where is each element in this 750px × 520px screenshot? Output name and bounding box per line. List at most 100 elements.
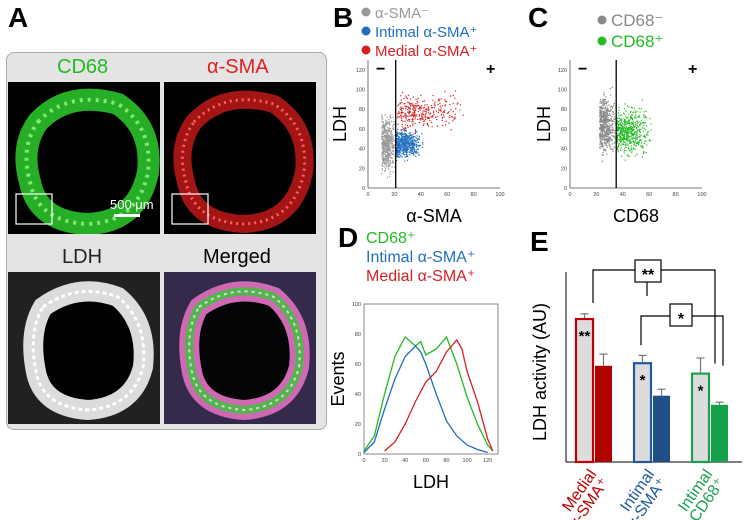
scatter-point [398, 139, 400, 141]
scatter-point [606, 110, 608, 112]
scatter-point [605, 135, 607, 137]
scatter-point [646, 134, 648, 136]
scatter-point [388, 163, 390, 165]
scatter-point [629, 125, 631, 127]
scatter-point [406, 116, 408, 118]
scatter-point [401, 134, 403, 136]
scatter-point [408, 107, 410, 110]
scatter-point [433, 106, 436, 109]
scatter-point [607, 107, 609, 109]
scatter-point [456, 103, 458, 105]
scatter-point [390, 140, 392, 142]
scatter-point [606, 115, 608, 117]
scatter-point [632, 132, 634, 135]
scatter-point [627, 132, 630, 135]
scatter-point [441, 116, 444, 118]
scatter-point [387, 156, 389, 158]
scatter-point [436, 118, 438, 121]
scatter-point [617, 125, 619, 128]
scatter-point [388, 160, 390, 162]
scatter-point [612, 131, 614, 133]
scatter-point [387, 142, 389, 144]
cd68-image-label: CD68 [57, 56, 109, 78]
scatter-point [389, 149, 391, 151]
bar-filled [595, 365, 612, 462]
scatter-point [414, 108, 416, 110]
scatter-point [404, 135, 406, 137]
scatter-point [635, 127, 638, 129]
scatter-point [634, 112, 636, 114]
scatter-point [425, 110, 427, 113]
scatter-point [626, 129, 629, 131]
scatter-point [422, 107, 424, 109]
scatter-point [409, 139, 411, 141]
bracket-label-box [669, 303, 693, 327]
scatter-point [643, 115, 645, 117]
scatter-point [640, 119, 642, 121]
scatter-point [395, 139, 398, 142]
scatter-point [618, 135, 620, 137]
scatter-point [382, 124, 384, 126]
scatter-point [444, 99, 446, 101]
scatter-point [643, 111, 645, 113]
scatter-point [402, 142, 405, 144]
scatter-point [392, 116, 394, 119]
scatter-point [384, 134, 386, 136]
scatter-point [386, 134, 388, 136]
scatter-point [411, 104, 413, 106]
scatter-point [613, 102, 615, 105]
scatter-point [433, 114, 435, 116]
scatter-point [610, 109, 612, 111]
scatter-point [404, 114, 406, 117]
scatter-point [405, 114, 407, 116]
scatter-point [635, 133, 637, 135]
scatter-point [383, 151, 385, 153]
scatter-point [398, 144, 401, 146]
scatter-point [638, 107, 640, 109]
scatter-point [612, 122, 614, 125]
scatter-point [637, 122, 639, 124]
scatter-point [639, 124, 641, 126]
scatter-point [609, 110, 611, 113]
scatter-point [625, 124, 627, 126]
scatter-point [600, 124, 603, 126]
scatter-point [619, 122, 621, 124]
panel-letter-d: D [338, 222, 359, 253]
scatter-point [637, 120, 639, 123]
scatter-point [618, 143, 620, 145]
scatter-point [391, 140, 393, 143]
scatter-point [599, 106, 601, 108]
scatter-point [402, 115, 404, 118]
scatter-point [387, 143, 390, 145]
scatter-point [625, 142, 627, 144]
scatter-point [627, 127, 630, 129]
scatter-point [630, 123, 632, 125]
scatter-point [381, 152, 383, 154]
scatter-point [599, 119, 601, 121]
scatter-point [605, 102, 607, 104]
scatter-point [609, 130, 611, 133]
scatter-point [389, 116, 391, 118]
scatter-point [643, 127, 645, 129]
scatter-point [644, 134, 646, 136]
scatter-point [452, 120, 454, 122]
scatter-point [399, 150, 401, 152]
scatter-point [393, 162, 395, 164]
scatter-point [412, 123, 414, 125]
scatter-point [382, 151, 385, 153]
scatter-point [444, 104, 447, 106]
ldh-micrograph [8, 272, 160, 424]
scatter-point [387, 135, 389, 137]
scatter-point [403, 133, 405, 135]
scatter-point [381, 164, 383, 166]
scatter-point [384, 143, 386, 145]
scatter-point [422, 114, 424, 116]
scatter-point [410, 144, 412, 146]
scatter-point [607, 130, 610, 132]
scatter-point [608, 141, 611, 143]
scatter-point [415, 103, 417, 105]
scatter-point [408, 113, 410, 115]
scatter-point [603, 98, 605, 101]
scatter-point [644, 116, 647, 118]
scatter-point [417, 118, 419, 120]
